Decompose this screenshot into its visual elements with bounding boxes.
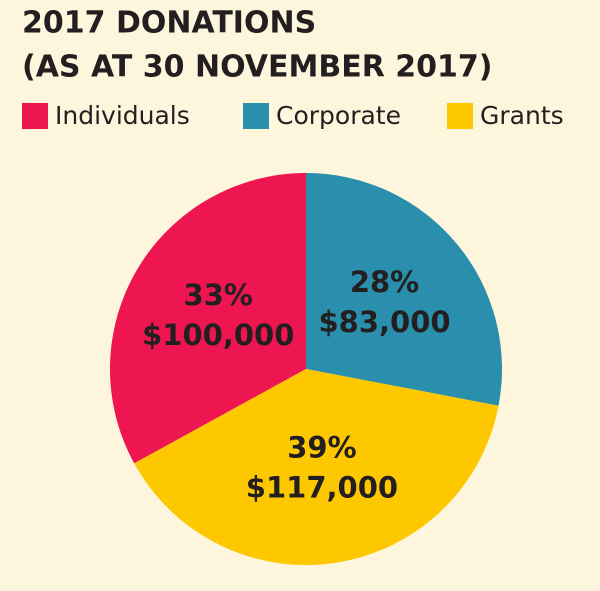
- legend-swatch: [447, 103, 473, 129]
- legend-label: Grants: [480, 101, 564, 130]
- chart-subtitle: (AS AT 30 NOVEMBER 2017): [22, 50, 492, 85]
- legend-swatch: [22, 103, 48, 129]
- value-label: 33%: [184, 278, 253, 312]
- legend-label: Individuals: [55, 101, 190, 130]
- legend-swatch: [243, 103, 269, 129]
- pie-slice: [306, 173, 502, 406]
- chart-title: 2017 DONATIONS: [22, 6, 316, 41]
- amount-label: $117,000: [246, 471, 398, 505]
- amount-label: $100,000: [142, 318, 294, 352]
- value-label: 28%: [350, 265, 419, 299]
- pie-slice: [134, 369, 499, 565]
- legend-label: Corporate: [276, 101, 401, 130]
- amount-label: $83,000: [318, 305, 450, 339]
- pie-slice: [110, 173, 306, 464]
- value-label: 39%: [287, 431, 356, 465]
